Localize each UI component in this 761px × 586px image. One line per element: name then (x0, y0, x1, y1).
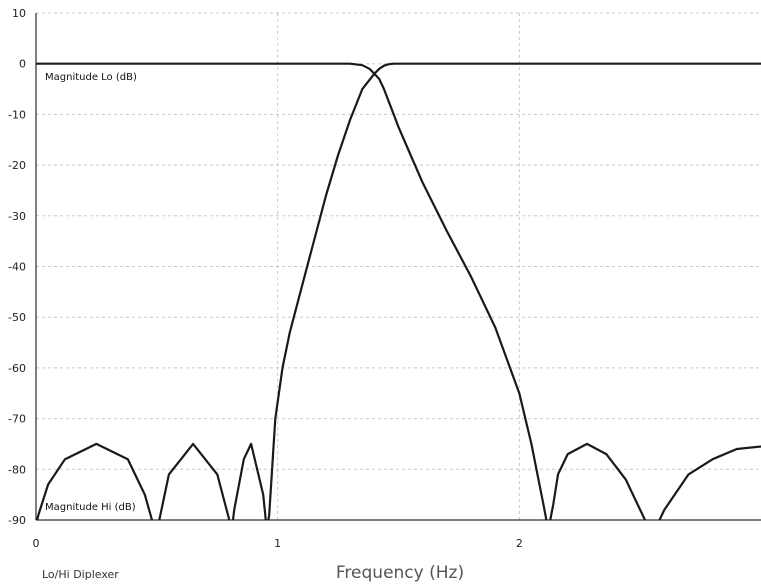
y-tick-label: -30 (8, 210, 26, 223)
diplexer-caption: Lo/Hi Diplexer (42, 568, 119, 581)
x-tick-labels: 0 1 2 (33, 537, 523, 550)
series-label-hi: Magnitude Hi (dB) (45, 502, 136, 513)
grid (36, 12, 761, 520)
y-tick-label: -60 (8, 362, 26, 375)
y-tick-label: -10 (8, 108, 26, 121)
series-lines (36, 62, 761, 520)
axes (35, 13, 761, 521)
y-tick-label: -70 (8, 413, 26, 426)
y-tick-label: 10 (12, 7, 26, 20)
y-tick-label: -40 (8, 261, 26, 274)
y-tick-label: 0 (19, 58, 26, 71)
series-line-lo (36, 62, 761, 520)
series-line-hi (36, 62, 761, 520)
y-tick-label: -90 (8, 514, 26, 527)
series-label-lo: Magnitude Lo (dB) (45, 72, 137, 83)
y-tick-labels: 10 0 -10 -20 -30 -40 -50 -60 -70 -80 -90 (8, 7, 26, 527)
y-tick-label: -80 (8, 463, 26, 476)
x-tick-label: 0 (33, 537, 40, 550)
x-tick-label: 2 (516, 537, 523, 550)
y-tick-label: -20 (8, 159, 26, 172)
x-tick-label: 1 (274, 537, 281, 550)
y-tick-label: -50 (8, 311, 26, 324)
x-axis-title: Frequency (Hz) (336, 563, 464, 583)
